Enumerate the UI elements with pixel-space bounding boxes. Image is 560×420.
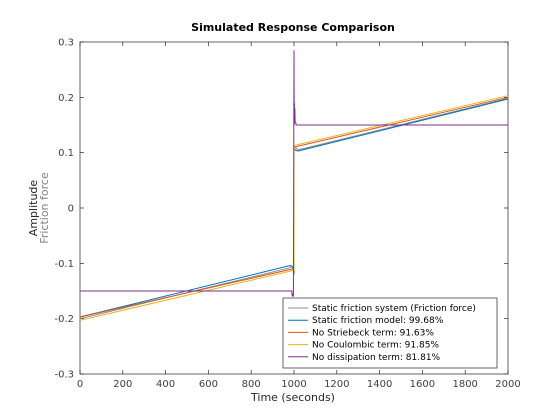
x-tick-label: 1400 [367,379,392,390]
legend-label-5: No dissipation term: 81.81% [312,353,441,363]
legend-label-4: No Coulombic term: 91.85% [312,341,439,351]
legend-box [282,297,498,369]
series-line-5 [80,50,508,297]
legend: Static friction system (Friction force) S… [282,297,498,369]
x-tick-label: 0 [77,379,83,390]
x-tick-label: 800 [242,379,261,390]
legend-label-1: Static friction system (Friction force) [312,304,476,314]
x-tick-label: 200 [113,379,132,390]
series-line-2 [79,98,509,318]
y-axis-label: Amplitude [27,180,40,237]
x-tick-label: 2000 [495,379,520,390]
y-axis-secondary-label: Friction force [38,172,51,244]
x-tick-label: 1200 [324,379,349,390]
y-tick-label: -0.1 [54,259,74,270]
series-line-4 [79,95,509,321]
x-tick-label: 1600 [410,379,435,390]
x-tick-label: 600 [199,379,218,390]
y-tick-label: -0.2 [54,314,74,325]
y-tick-label: -0.3 [54,370,74,381]
x-tick-label: 400 [156,379,175,390]
legend-label-2: Static friction model: 99.68% [312,316,444,326]
y-tick-label: 0 [68,204,74,215]
series-lines [79,50,509,321]
y-tick-label: 0.2 [58,93,74,104]
x-axis-label: Time (seconds) [250,391,335,404]
y-tick-label: 0.1 [58,148,74,159]
chart-title: Simulated Response Comparison [191,21,395,34]
axis-ticks: 0 200 400 600 800 1000 1200 1400 1600 1800 2000 -0.… [54,38,520,391]
x-tick-label: 1000 [281,379,306,390]
x-tick-label: 1800 [452,379,477,390]
legend-label-3: No Striebeck term: 91.63% [312,328,434,338]
y-tick-label: 0.3 [58,38,74,49]
